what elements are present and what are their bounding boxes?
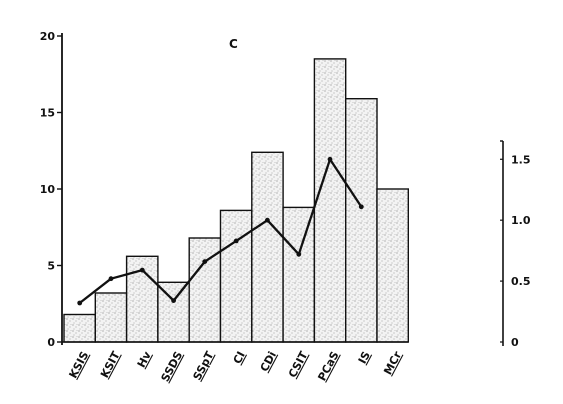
axes-layer [57, 33, 504, 346]
x-tick-label: SSpT [191, 349, 217, 383]
x-tick-label: MCr [381, 349, 404, 377]
line-point [233, 238, 239, 244]
line-point [358, 204, 364, 210]
y-tick-label: 0 [47, 336, 55, 349]
x-tick-label: KSIT [98, 349, 123, 380]
line-point [171, 298, 177, 303]
y2-tick-label: 1.0 [511, 214, 531, 227]
x-tick-label: PCaS [315, 349, 341, 383]
y-tick-label: 15 [40, 107, 55, 120]
y-tick-label: 20 [40, 30, 56, 43]
x-tick-label: CDi [258, 349, 279, 374]
line-point [139, 267, 145, 273]
x-tick-label: IS [356, 349, 373, 366]
y2-tick-label: 1.5 [511, 153, 531, 166]
x-tick-label: SSDS [159, 349, 186, 384]
line-point [327, 156, 333, 162]
y2-tick-label: 0 [511, 336, 519, 349]
x-tick-label: CI [231, 349, 248, 366]
line-point [265, 217, 270, 223]
y-tick-label: 5 [47, 260, 55, 273]
x-tick-label: KSIS [67, 349, 92, 380]
bar-csit [282, 206, 316, 343]
line-point [77, 300, 83, 306]
bar-is [345, 97, 378, 343]
bar-pcas [313, 58, 347, 343]
bar-ksit [94, 292, 128, 343]
line-point [108, 276, 114, 282]
bar-cdi [251, 151, 284, 343]
bar-mcr [376, 188, 409, 343]
y2-tick-label: 0.5 [511, 275, 531, 288]
chart-title: C [229, 37, 238, 51]
bar-ci [219, 209, 253, 343]
bar-ksis [63, 313, 96, 343]
line-point [296, 251, 302, 257]
line-layer [77, 156, 364, 306]
x-tick-label: CSIT [286, 349, 311, 380]
line-point [202, 259, 208, 264]
x-tick-label: Hv [135, 349, 155, 370]
line-series [78, 158, 363, 304]
y-tick-label: 10 [40, 183, 56, 196]
